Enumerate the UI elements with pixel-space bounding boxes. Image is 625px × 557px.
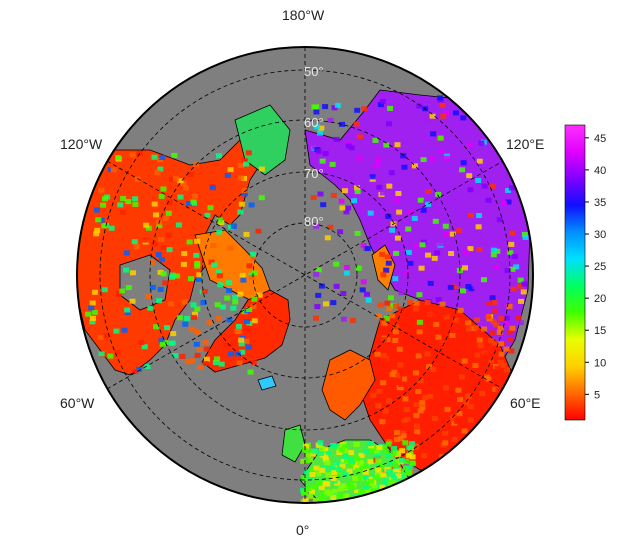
colorbar-ticks: 5 10 15 20 25 30 35 40 45 [585,133,606,401]
data-pixels [85,95,529,503]
colorbar-tick-label: 45 [594,133,606,145]
lon-label-180w: 180°W [282,7,325,23]
iceland-land [257,375,277,391]
lat-label-70: 70° [304,166,324,181]
colorbar-tick-label: 25 [594,261,606,273]
colorbar-tick-label: 5 [594,389,600,401]
british-isles-land [281,424,306,463]
lon-label-60w: 60°W [60,395,95,411]
meridian-60w-120e [106,160,504,390]
colorbar-tick-label: 30 [594,229,606,241]
lon-label-0: 0° [296,522,310,538]
scandinavia-land [321,349,376,421]
colorbar: 5 10 15 20 25 30 35 40 45 [564,124,606,421]
colorbar-tick-label: 40 [594,165,606,177]
lat-label-50: 50° [304,64,324,79]
colorbar-tick-label: 10 [594,357,606,369]
lon-label-120e: 120°E [506,136,545,152]
colorbar-tick-label: 20 [594,293,606,305]
lat-label-80: 80° [304,214,324,229]
lon-label-60e: 60°E [510,395,541,411]
colorbar-gradient [564,124,586,421]
colorbar-tick-label: 35 [594,197,606,209]
graticule [99,47,511,503]
map-border [76,46,534,504]
colorbar-tick-label: 15 [594,325,606,337]
land-data-layer [77,89,531,503]
lat-label-60: 60° [304,115,324,130]
lon-label-120w: 120°W [60,136,103,152]
lat-circle-50 [99,69,511,481]
meridian-120w-60e [106,160,504,390]
lat-circle-80 [252,222,358,328]
